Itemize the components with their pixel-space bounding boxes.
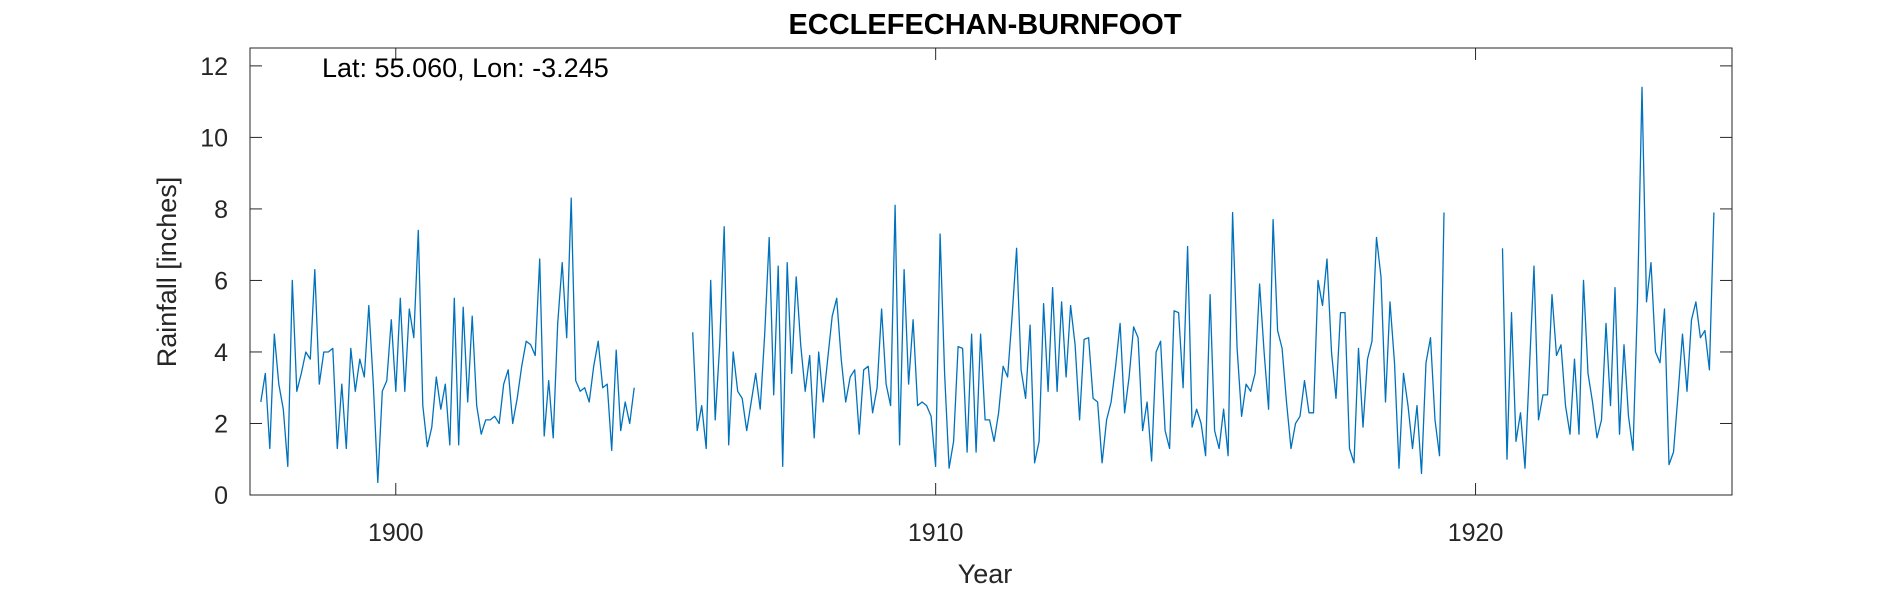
y-tick-label: 4 <box>214 339 228 367</box>
y-tick-label: 10 <box>200 124 228 152</box>
x-tick-label: 1910 <box>908 519 964 547</box>
y-tick-label: 2 <box>214 410 228 438</box>
x-axis-label: Year <box>958 559 1013 589</box>
y-axis: 0 2 4 6 8 10 12 <box>200 53 1732 510</box>
x-tick-label: 1920 <box>1448 519 1504 547</box>
y-tick-label: 12 <box>200 53 228 81</box>
x-axis: 1900 1910 1920 <box>368 48 1503 547</box>
y-tick-label: 8 <box>214 196 228 224</box>
y-tick-label: 6 <box>214 267 228 295</box>
chart-title: ECCLEFECHAN-BURNFOOT <box>788 9 1181 41</box>
x-tick-label: 1900 <box>368 519 424 547</box>
coordinates-annotation: Lat: 55.060, Lon: -3.245 <box>322 53 609 83</box>
y-axis-label: Rainfall [inches] <box>152 177 182 368</box>
plot-area <box>249 47 1733 496</box>
y-tick-label: 0 <box>214 482 228 510</box>
rainfall-series-line <box>260 86 1715 484</box>
